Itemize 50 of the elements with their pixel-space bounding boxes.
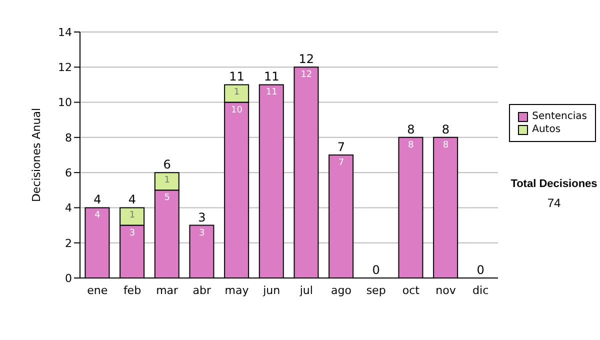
y-tick-label: 12 xyxy=(58,61,72,74)
x-tick-label: dic xyxy=(472,284,489,297)
x-tick-label: abr xyxy=(192,284,212,297)
total-label: 4 xyxy=(94,192,102,207)
y-tick-label: 8 xyxy=(65,131,72,144)
total-label: 3 xyxy=(198,210,206,224)
data-label: 11 xyxy=(266,88,278,98)
data-label: 10 xyxy=(231,105,243,116)
total-label: 4 xyxy=(128,192,136,207)
total-label: 6 xyxy=(163,158,171,172)
x-tick-label: jun xyxy=(262,284,280,297)
x-tick-label: mar xyxy=(156,284,179,297)
y-tick-label: 10 xyxy=(58,96,72,110)
total-label: 0 xyxy=(476,263,484,277)
legend-label: Sentencias xyxy=(532,110,587,123)
text: 74 xyxy=(546,196,562,210)
x-tick-label: oct xyxy=(402,284,420,297)
y-tick-label: 0 xyxy=(65,272,72,285)
x-tick-label: jul xyxy=(298,284,313,297)
total-label: 11 xyxy=(264,70,280,84)
x-tick-label: feb xyxy=(123,284,142,297)
total-label: 11 xyxy=(229,70,244,84)
data-label: 8 xyxy=(408,140,414,150)
data-label: 7 xyxy=(338,158,344,168)
data-label: 3 xyxy=(199,228,205,238)
x-tick-label: nov xyxy=(436,284,456,297)
total-label: 8 xyxy=(442,122,450,136)
data-label: 3 xyxy=(129,228,136,238)
data-label: 1 xyxy=(234,88,240,98)
text: Total Decisiones xyxy=(510,178,598,190)
total-label: 0 xyxy=(372,263,380,277)
x-tick-label: ene xyxy=(87,284,108,297)
x-tick-label: may xyxy=(224,284,250,297)
total-label: 8 xyxy=(407,122,415,136)
data-label: 8 xyxy=(442,140,449,150)
total-label: 12 xyxy=(298,52,314,66)
data-label: 1 xyxy=(129,210,136,221)
y-tick-label: 14 xyxy=(58,26,72,39)
data-label: 5 xyxy=(164,193,170,204)
x-tick-label: sep xyxy=(366,284,386,297)
y-tick-label: 2 xyxy=(65,236,72,250)
legend-label: Autos xyxy=(532,123,561,136)
x-tick-label: ago xyxy=(331,284,352,297)
data-label: 4 xyxy=(94,210,101,221)
data-label: 1 xyxy=(164,176,170,186)
total-label: 7 xyxy=(337,140,346,154)
data-label: 12 xyxy=(300,70,312,80)
y-tick-label: 6 xyxy=(65,166,72,180)
y-axis-title: Decisiones Anual xyxy=(30,108,43,202)
y-tick-label: 4 xyxy=(65,202,72,215)
